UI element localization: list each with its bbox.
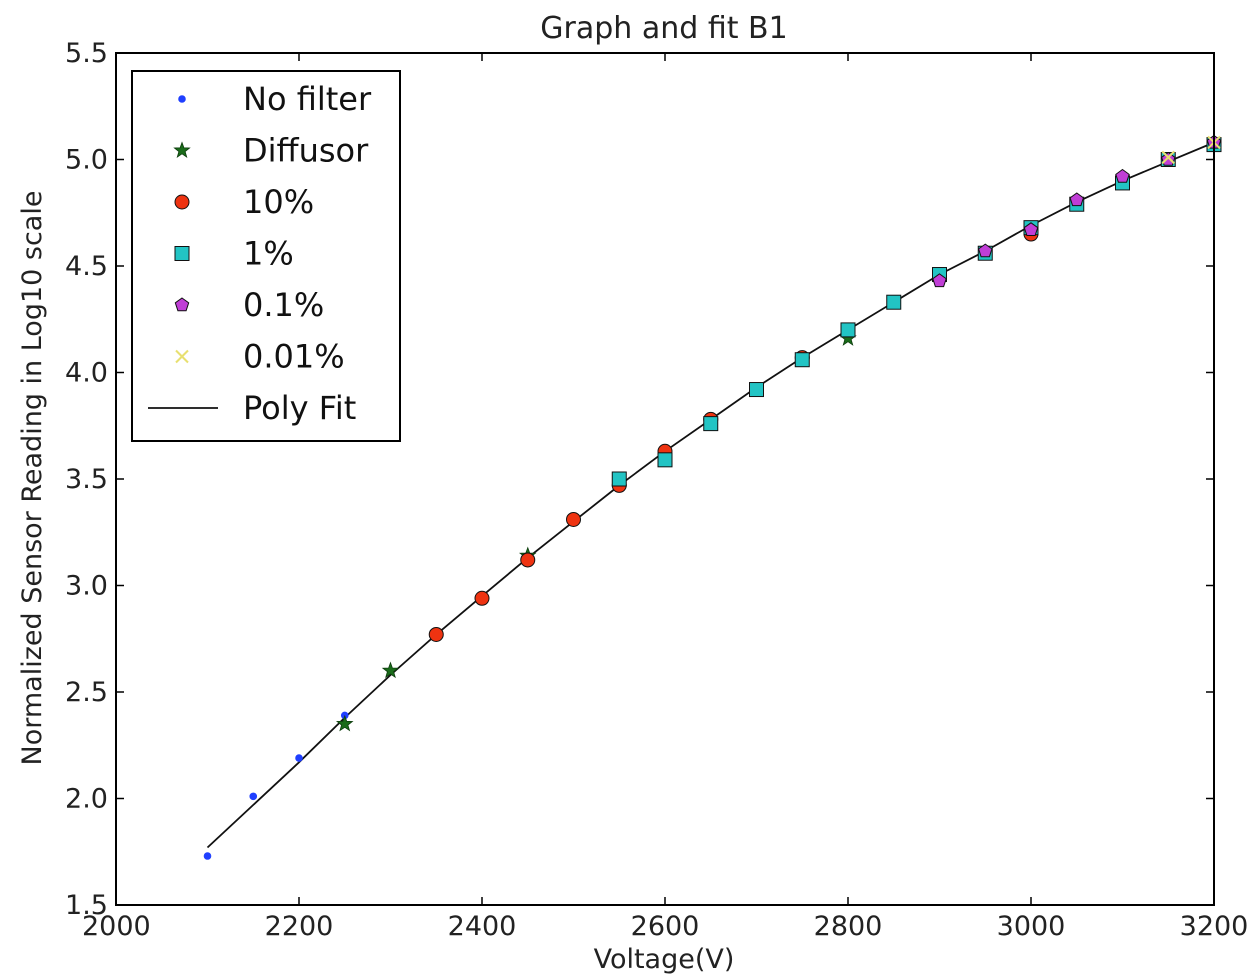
legend-swatch-3 [174, 246, 190, 261]
data-point-series5-0 [1161, 150, 1175, 165]
y-tick-label-6: 4.5 [65, 251, 108, 282]
legend-swatch-1 [173, 141, 191, 158]
legend-label-4: 0.1% [243, 286, 324, 324]
legend-label-5: 0.01% [243, 338, 345, 376]
data-point-series0-0 [203, 852, 212, 860]
y-tick-label-5: 4.0 [65, 358, 108, 389]
x-tick-label-1: 2200 [265, 911, 334, 942]
x-tick-label-6: 3200 [1180, 911, 1249, 942]
legend-label-6: Poly Fit [243, 389, 356, 427]
y-axis-label: Normalized Sensor Reading in Log10 scale [17, 191, 48, 766]
y-tick-label-8: 5.5 [65, 38, 108, 69]
x-tick-label-0: 2000 [82, 911, 151, 942]
data-point-series3-3 [749, 382, 764, 398]
legend-swatch-4 [174, 297, 190, 312]
x-tick-label-2: 2400 [448, 911, 517, 942]
data-point-series3-4 [794, 352, 810, 368]
y-tick-label-0: 1.5 [65, 890, 108, 921]
data-point-series3-1 [657, 452, 673, 468]
x-tick-label-5: 3000 [997, 911, 1066, 942]
data-point-series0-2 [295, 754, 303, 762]
chart-title: Graph and fit B1 [540, 11, 787, 46]
data-point-series3-5 [840, 322, 856, 338]
marker-layer [203, 134, 1222, 860]
x-axis-label: Voltage(V) [594, 944, 735, 974]
data-point-series4-3 [1069, 192, 1084, 207]
legend-swatch-2 [174, 194, 190, 210]
legend-label-2: 10% [243, 183, 314, 221]
legend-swatch-5 [175, 349, 189, 364]
data-point-series4-1 [978, 243, 993, 258]
y-tick-label-7: 5.0 [65, 145, 108, 176]
data-point-series5-0-stroke-b [1161, 150, 1175, 165]
legend-swatch-0 [178, 95, 186, 103]
data-point-series2-2 [520, 552, 536, 568]
data-point-series2-0 [428, 626, 444, 642]
data-point-series4-4 [1115, 168, 1130, 183]
legend: No filter Diffusor 10% 1% 0.1% 0.01% Poly Fit [131, 70, 401, 442]
x-tick-label-4: 2800 [814, 911, 883, 942]
legend-swatch-5-stroke-b [175, 349, 189, 364]
tick-layer: 2000 2200 2400 2600 2800 3000 3200 1.5 2.0 2.5 3.0… [65, 38, 1248, 942]
y-tick-label-2: 2.5 [65, 677, 108, 708]
data-point-series3-6 [886, 294, 902, 310]
y-tick-label-3: 3.0 [65, 571, 108, 602]
data-point-series2-3 [566, 511, 581, 527]
data-point-series1-0 [335, 714, 354, 732]
data-point-series3-2 [703, 416, 719, 432]
y-tick-label-1: 2.0 [65, 784, 108, 815]
data-point-series4-2 [1023, 222, 1039, 236]
data-point-series1-1 [381, 661, 400, 679]
x-tick-label-3: 2600 [631, 911, 700, 942]
data-point-series0-1 [249, 792, 258, 801]
legend-label-0: No filter [243, 80, 372, 118]
legend-label-1: Diffusor [243, 132, 369, 170]
data-point-series3-0 [611, 471, 627, 487]
data-point-series4-0 [932, 273, 947, 288]
data-point-series2-1 [474, 590, 490, 606]
y-tick-label-4: 3.5 [65, 464, 108, 495]
legend-label-3: 1% [243, 235, 294, 273]
